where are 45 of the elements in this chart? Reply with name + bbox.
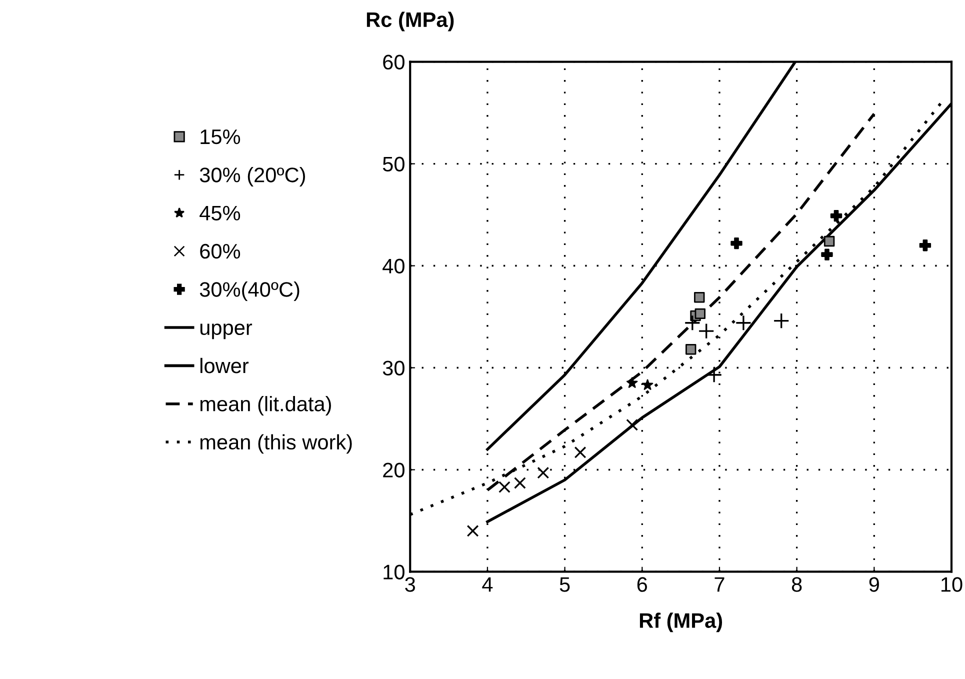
y-tick-label: 10 bbox=[384, 564, 404, 580]
legend-label: 30% (20ºC) bbox=[200, 167, 305, 186]
x-tick-label: 8 bbox=[792, 577, 802, 592]
point bbox=[642, 379, 654, 390]
x-tick-label: 7 bbox=[714, 577, 724, 592]
y-tick-label: 30 bbox=[382, 360, 404, 376]
point bbox=[694, 308, 706, 320]
x-tick-label: 4 bbox=[482, 577, 493, 592]
point bbox=[830, 210, 842, 222]
y-tick-label: 60 bbox=[383, 54, 404, 70]
point bbox=[821, 248, 833, 260]
y-tick-label: 40 bbox=[382, 258, 404, 274]
point bbox=[773, 312, 790, 329]
point bbox=[686, 344, 696, 355]
legend-label: 15% bbox=[200, 130, 240, 144]
point bbox=[698, 322, 714, 340]
legend-label: 45% bbox=[200, 206, 240, 221]
point bbox=[919, 240, 932, 252]
x-tick-label: 10 bbox=[941, 577, 962, 592]
y-tick-label: 50 bbox=[382, 156, 404, 172]
point bbox=[735, 314, 752, 331]
legend-label: upper bbox=[200, 324, 252, 340]
point bbox=[730, 237, 742, 250]
point bbox=[694, 292, 705, 303]
y-tick-label: 20 bbox=[383, 462, 404, 478]
legend-label: 30%(40ºC) bbox=[200, 282, 300, 301]
point bbox=[574, 446, 586, 458]
x-tick-label: 3 bbox=[405, 577, 416, 592]
x-tick-label: 6 bbox=[637, 577, 648, 592]
legend-label: lower bbox=[200, 358, 249, 374]
point bbox=[824, 236, 835, 247]
x-axis-title: Rf (MPa) bbox=[640, 612, 722, 632]
legend-label: mean (lit.data) bbox=[200, 396, 331, 416]
point bbox=[626, 377, 638, 388]
legend-label: 60% bbox=[200, 244, 240, 259]
y-axis-title: Rc (MPa) bbox=[366, 12, 454, 32]
point bbox=[684, 314, 701, 331]
legend-label: mean (this work) bbox=[200, 434, 352, 454]
point bbox=[537, 466, 550, 479]
point bbox=[466, 524, 479, 537]
x-tick-label: 5 bbox=[560, 577, 570, 592]
point bbox=[626, 418, 638, 431]
x-tick-label: 9 bbox=[869, 577, 879, 592]
point bbox=[498, 481, 510, 494]
point bbox=[514, 477, 526, 489]
